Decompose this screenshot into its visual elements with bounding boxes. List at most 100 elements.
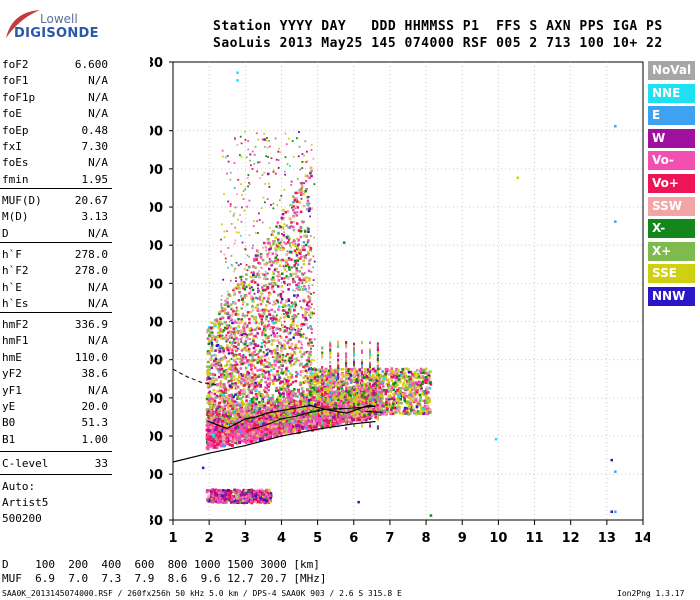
echo-point [246, 370, 249, 374]
echo-point [263, 340, 266, 343]
echo-point [333, 417, 337, 421]
echo-point [261, 331, 264, 335]
echo-point [243, 323, 246, 326]
echo-point [208, 372, 211, 375]
echo-point [213, 399, 217, 403]
echo-point [304, 243, 308, 247]
echo-point [307, 209, 311, 213]
echo-point [239, 135, 242, 138]
echo-point [236, 392, 239, 395]
echo-point [274, 236, 277, 239]
echo-point [280, 346, 283, 350]
echo-point [267, 324, 270, 327]
echo-point [293, 420, 296, 424]
echo-point [239, 414, 243, 417]
echo-point [214, 425, 218, 429]
echo-point [283, 309, 286, 312]
echo-point [228, 314, 232, 317]
echo-point [307, 239, 310, 242]
echo-point [338, 414, 341, 418]
echo-point [290, 374, 294, 377]
echo-point [232, 395, 235, 398]
echo-point [233, 416, 237, 419]
echo-point [308, 291, 311, 294]
echo-point [303, 351, 306, 354]
echo-point [244, 366, 248, 370]
echo-point [274, 256, 277, 259]
echo-point [241, 428, 244, 432]
echo-point [271, 406, 275, 410]
echo-point [251, 412, 254, 415]
echo-point [288, 310, 292, 313]
echo-point [262, 419, 265, 422]
echo-point [209, 385, 213, 388]
echo-point [272, 411, 275, 415]
echo-point [301, 390, 305, 394]
echo-point [210, 339, 213, 342]
echo-point [268, 414, 272, 417]
echo-point [263, 411, 266, 415]
echo-point [227, 359, 231, 363]
echo-point [211, 424, 215, 428]
echo-point [242, 390, 245, 393]
echo-point [293, 352, 297, 355]
echo-point [220, 365, 223, 368]
echo-point [241, 395, 245, 398]
echo-point [287, 276, 289, 278]
echo-point [210, 354, 214, 358]
echo-point [248, 375, 252, 378]
echo-point [280, 349, 283, 353]
echo-point [271, 283, 274, 287]
echo-point [371, 413, 375, 417]
echo-point [279, 243, 283, 247]
echo-point [260, 399, 264, 403]
echo-point [295, 424, 299, 428]
echo-point [260, 345, 263, 349]
echo-point [268, 363, 272, 366]
echo-point [286, 407, 289, 411]
echo-point [261, 273, 265, 276]
echo-point [260, 318, 263, 321]
echo-point [282, 347, 286, 350]
echo-point [373, 408, 377, 412]
echo-point [233, 338, 236, 341]
echo-point [298, 288, 302, 291]
echo-point [309, 248, 312, 251]
echo-point [263, 296, 266, 300]
echo-point [223, 385, 227, 388]
echo-point [243, 431, 247, 435]
echo-point [224, 391, 228, 395]
echo-point [215, 420, 218, 424]
logo-text-bottom: DIGISONDE [14, 26, 99, 41]
echo-point [265, 308, 268, 312]
echo-point [318, 417, 322, 421]
echo-point [236, 321, 239, 324]
echo-point [258, 262, 262, 265]
echo-point [261, 333, 264, 336]
echo-point [282, 280, 286, 284]
echo-point [215, 364, 218, 368]
echo-point [208, 339, 211, 343]
echo-point [300, 392, 304, 395]
echo-point [264, 402, 268, 406]
echo-point [206, 425, 210, 429]
echo-point [259, 316, 262, 319]
echo-point [223, 407, 226, 411]
echo-point [294, 191, 297, 195]
echo-point [374, 405, 378, 409]
echo-point [291, 302, 295, 306]
echo-point [270, 400, 273, 403]
echo-point [254, 358, 257, 362]
echo-point [264, 380, 267, 384]
echo-point [243, 411, 246, 415]
echo-point [262, 363, 265, 366]
y-tick-label: 900 [150, 201, 163, 216]
echo-point [252, 413, 256, 416]
echo-point [220, 391, 223, 395]
echo-point [299, 188, 303, 191]
divider-2 [0, 242, 112, 243]
echo-point [214, 357, 218, 361]
echo-point [248, 404, 251, 407]
echo-point [309, 363, 312, 367]
echo-point [215, 416, 219, 419]
